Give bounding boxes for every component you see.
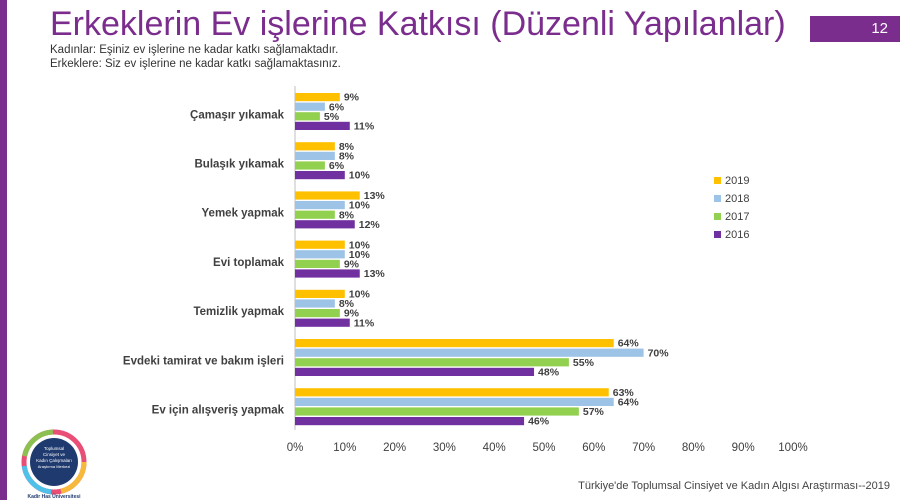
logo-text-line2: Cinsiyet ve [43,452,66,457]
logo-text-line4: Araştırma Merkezi [38,464,71,469]
source-note: Türkiye'de Toplumsal Cinsiyet ve Kadın A… [578,480,890,492]
bar-2019 [295,388,609,397]
category-label: Bulaşık yıkamak [194,159,284,171]
data-label: 64% [618,397,640,409]
bar-2016 [295,318,350,327]
x-tick-label: 90% [732,442,755,454]
data-label: 48% [538,367,560,379]
bar-2019 [295,191,360,200]
data-label: 46% [528,416,550,428]
bar-2018 [295,397,614,406]
data-label: 10% [349,200,371,212]
x-tick-label: 60% [582,442,605,454]
logo-text-line1: Toplumsal [44,446,64,451]
category-label: Ev için alışveriş yapmak [152,405,285,417]
bar-2019 [295,289,345,298]
data-label: 8% [339,209,355,221]
bar-2016 [295,220,355,229]
data-label: 13% [364,190,386,202]
subtitle-women: Kadınlar: Eşiniz ev işlerine ne kadar ka… [50,44,339,56]
data-label: 11% [354,121,375,133]
logo-ring-text: Kadir Has Üniversitesi [27,493,81,500]
bar-2018 [295,151,335,160]
page-title: Erkeklerin Ev işlerine Katkısı (Düzenli … [50,5,786,43]
x-tick-label: 50% [532,442,555,454]
bar-2017 [295,161,325,170]
bar-2016 [295,417,525,426]
data-label: 9% [344,259,360,271]
category-label: Yemek yapmak [202,208,285,220]
legend-label: 2019 [725,175,749,187]
x-tick-label: 70% [632,442,655,454]
x-tick-label: 20% [383,442,406,454]
university-logo: Toplumsal Cinsiyet ve Kadın Çalışmaları … [21,429,87,500]
data-label: 9% [344,92,360,104]
legend-swatch-2018 [714,195,721,202]
bar-2017 [295,309,340,318]
data-label: 12% [359,219,381,231]
bar-2017 [295,259,340,268]
bar-2017 [295,210,335,219]
category-label: Çamaşır yıkamak [190,109,285,121]
data-label: 6% [329,160,345,172]
data-label: 9% [344,308,360,320]
data-label: 10% [349,289,371,301]
bar-2018 [295,250,345,259]
category-label: Temizlik yapmak [193,306,284,318]
bar-2016 [295,269,360,278]
bar-2019 [295,142,335,151]
data-label: 64% [618,338,640,350]
data-label: 10% [349,239,371,251]
data-label: 6% [329,101,345,113]
bar-2017 [295,407,579,416]
data-label: 10% [349,249,371,261]
x-tick-label: 40% [483,442,506,454]
x-tick-label: 100% [778,442,807,454]
data-label: 10% [349,170,371,182]
data-label: 8% [339,141,355,153]
bar-2019 [295,339,614,348]
legend-label: 2017 [725,211,749,223]
x-tick-label: 30% [433,442,456,454]
legend-label: 2016 [725,229,749,241]
x-tick-label: 10% [333,442,356,454]
legend-swatch-2019 [714,177,721,184]
bar-2017 [295,112,320,121]
bar-2019 [295,93,340,102]
data-label: 13% [364,268,386,280]
legend-swatch-2016 [714,231,721,238]
category-label: Evi toplamak [213,257,285,269]
subtitle-men: Erkeklere: Siz ev işlerine ne kadar katk… [50,58,341,70]
bar-2017 [295,358,569,367]
logo-text-line3: Kadın Çalışmaları [36,458,72,463]
bar-2018 [295,201,345,210]
bar-2018 [295,102,325,111]
category-label: Evdeki tamirat ve bakım işleri [123,355,284,367]
legend-label: 2018 [725,193,749,205]
data-label: 63% [613,387,635,399]
bar-2016 [295,171,345,180]
x-tick-label: 80% [682,442,705,454]
legend-swatch-2017 [714,213,721,220]
data-label: 5% [324,111,340,123]
data-label: 55% [573,357,595,369]
data-label: 11% [354,317,375,329]
x-tick-label: 0% [287,442,304,454]
bar-2019 [295,240,345,249]
data-label: 70% [648,347,670,359]
data-label: 8% [339,151,355,163]
bar-2016 [295,367,535,376]
bar-2018 [295,348,644,357]
bar-2016 [295,121,350,130]
bar-2018 [295,299,335,308]
data-label: 8% [339,298,355,310]
data-label: 57% [583,406,605,418]
left-accent-bar [0,0,7,500]
page-number-badge: 12 [810,16,900,42]
